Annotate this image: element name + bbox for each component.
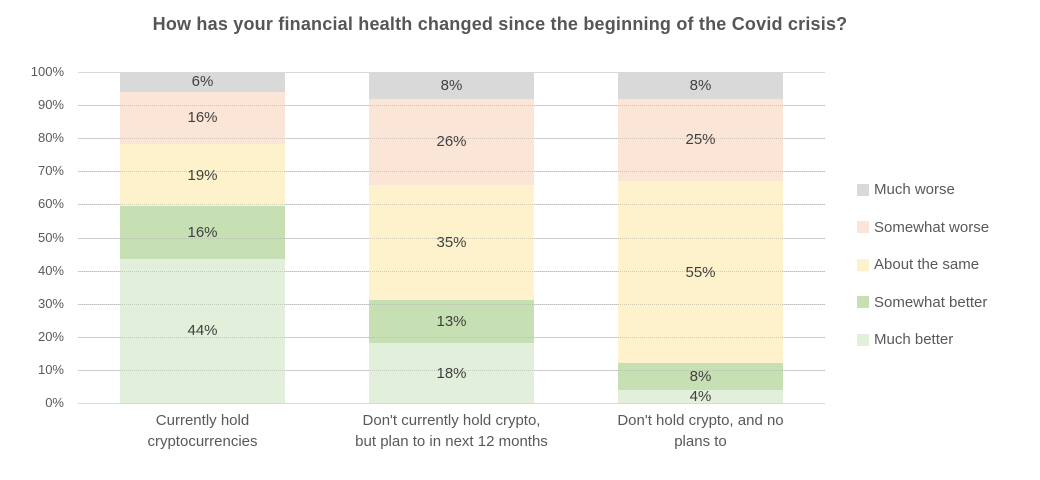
x-tick-label-line: Don't hold crypto, and no bbox=[617, 412, 784, 429]
legend-label: Much better bbox=[874, 331, 954, 349]
legend-swatch-icon bbox=[857, 296, 869, 309]
bar-segment-somewhat-worse: 16% bbox=[120, 91, 285, 145]
y-tick-label: 100% bbox=[30, 64, 64, 79]
x-tick-label: Currently hold cryptocurrencies bbox=[53, 410, 352, 452]
legend-swatch-icon bbox=[857, 183, 869, 196]
gridline-overlay bbox=[78, 237, 825, 239]
bar-segment-label: 18% bbox=[436, 364, 467, 382]
legend-label: Much worse bbox=[874, 181, 955, 199]
bar-segment-somewhat-better: 8% bbox=[618, 363, 783, 390]
legend-item-somewhat-worse: Somewhat worse bbox=[857, 209, 989, 247]
bar-segment-label: 44% bbox=[187, 322, 218, 340]
bar-segment-somewhat-worse: 26% bbox=[369, 98, 534, 185]
bar-segment-much-better: 18% bbox=[369, 343, 534, 403]
bar-segment-label: 35% bbox=[436, 233, 467, 251]
x-tick-label-line: Currently hold bbox=[155, 412, 250, 429]
gridline-overlay bbox=[78, 204, 825, 206]
y-tick-label: 40% bbox=[37, 262, 64, 278]
bar-segment-somewhat-better: 13% bbox=[369, 300, 534, 344]
bar-segment-much-worse: 6% bbox=[120, 72, 285, 92]
bar-segment-label: 16% bbox=[187, 109, 218, 127]
y-tick-label: 10% bbox=[37, 361, 64, 377]
gridline-overlay bbox=[78, 171, 825, 173]
legend-item-somewhat-better: Somewhat better bbox=[857, 284, 989, 322]
bar-segment-label: 8% bbox=[689, 76, 712, 94]
bar-segment-somewhat-better: 16% bbox=[120, 206, 285, 259]
legend-swatch-icon bbox=[857, 221, 869, 234]
legend-item-about-the-same: About the same bbox=[857, 246, 989, 284]
bar-segment-label: 13% bbox=[436, 313, 467, 331]
bar-segment-label: 25% bbox=[685, 131, 716, 149]
bar-segment-much-better: 44% bbox=[120, 258, 285, 403]
legend-label: Somewhat better bbox=[874, 293, 988, 311]
bar-segment-much-better: 4% bbox=[618, 387, 783, 405]
y-tick-label: 30% bbox=[37, 295, 64, 311]
gridline-overlay bbox=[78, 270, 825, 272]
x-tick-label-line: Don't currently hold crypto, bbox=[362, 412, 541, 429]
bar-segment-label: 8% bbox=[689, 368, 712, 386]
bar-segment-about-the-same: 35% bbox=[369, 184, 534, 301]
x-tick-label-line: cryptocurrencies bbox=[147, 433, 258, 450]
bar-segment-about-the-same: 19% bbox=[120, 144, 285, 207]
gridline-overlay bbox=[78, 369, 825, 371]
x-tick-label-line: but plan to in next 12 months bbox=[355, 433, 548, 450]
y-tick-label: 0% bbox=[45, 395, 64, 410]
gridline-overlay bbox=[78, 303, 825, 305]
x-tick-label: Don't hold crypto, and no plans to bbox=[551, 410, 850, 452]
legend-item-much-better: Much better bbox=[857, 321, 989, 359]
y-tick-label: 90% bbox=[37, 97, 64, 113]
stacked-bar: 18% 13% 35% 26% 8% bbox=[369, 72, 534, 403]
legend-label: About the same bbox=[874, 256, 980, 274]
gridline-overlay bbox=[78, 336, 825, 338]
bar-segment-label: 19% bbox=[187, 166, 218, 184]
legend-swatch-icon bbox=[857, 333, 869, 346]
chart-title: How has your financial health changed si… bbox=[152, 14, 848, 34]
legend-item-much-worse: Much worse bbox=[857, 171, 989, 209]
y-tick-label: 60% bbox=[37, 196, 64, 212]
gridline-overlay bbox=[78, 138, 825, 140]
stacked-bar: 44% 16% 19% 16% 6% bbox=[120, 72, 285, 403]
bar-segment-label: 26% bbox=[436, 133, 467, 151]
gridline-overlay bbox=[78, 105, 825, 107]
legend-label: Somewhat worse bbox=[874, 218, 990, 236]
bar-segment-somewhat-worse: 25% bbox=[618, 98, 783, 182]
gridline bbox=[78, 403, 825, 404]
y-tick-label: 70% bbox=[37, 163, 64, 179]
bar-segment-label: 4% bbox=[689, 387, 712, 405]
stacked-bar: 4% 8% 55% 25% 8% bbox=[618, 72, 783, 405]
y-tick-label: 50% bbox=[37, 229, 64, 245]
bar-segment-label: 55% bbox=[685, 263, 716, 281]
x-tick-label: Don't currently hold crypto, but plan to … bbox=[302, 410, 601, 452]
plot-area: 44% 16% 19% 16% 6% 18% 13% 35% 26% 8% 4% 8% 55% 25% 8% bbox=[78, 72, 825, 405]
legend: Much worse Somewhat worse About the same So… bbox=[857, 171, 989, 359]
bar-segment-label: 16% bbox=[187, 224, 218, 242]
y-tick-label: 20% bbox=[37, 328, 64, 344]
x-tick-label-line: plans to bbox=[674, 433, 727, 450]
y-tick-label: 80% bbox=[37, 130, 64, 146]
bar-segment-much-worse: 8% bbox=[618, 72, 783, 99]
legend-swatch-icon bbox=[857, 258, 869, 271]
bar-segment-much-worse: 8% bbox=[369, 72, 534, 99]
bar-segment-label: 8% bbox=[440, 76, 463, 94]
bar-segment-label: 6% bbox=[191, 73, 214, 91]
bar-segment-about-the-same: 55% bbox=[618, 181, 783, 364]
